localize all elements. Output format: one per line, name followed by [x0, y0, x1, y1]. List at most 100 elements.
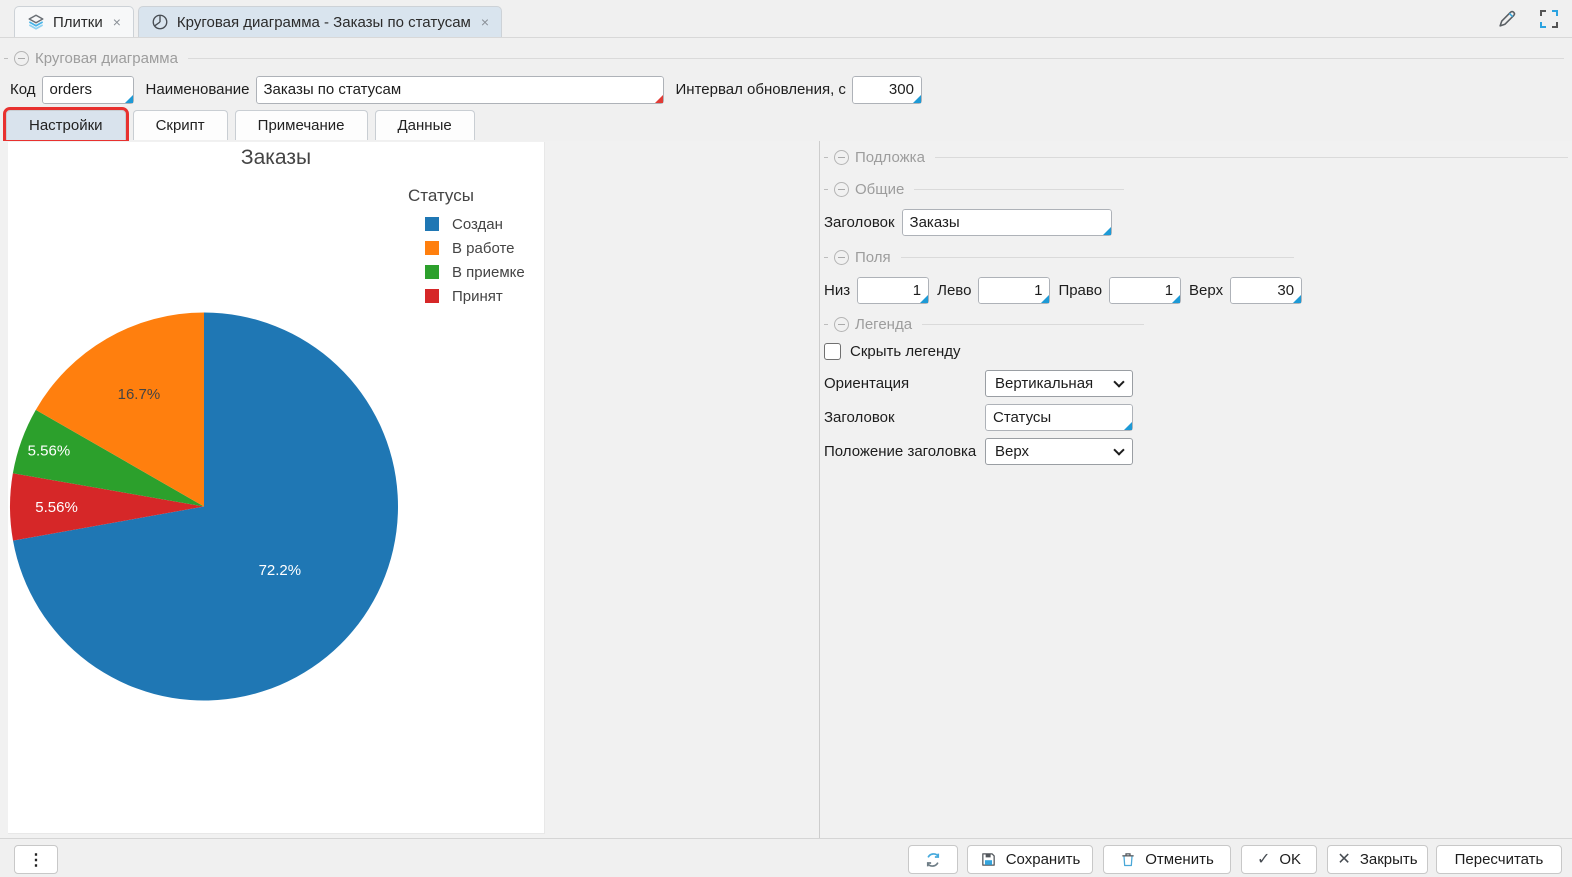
cancel-button[interactable]: Отменить: [1103, 845, 1231, 874]
code-field-wrap: [42, 76, 134, 104]
close-button-label: Закрыть: [1360, 851, 1418, 868]
tab-pie-chart-label: Круговая диаграмма - Заказы по статусам: [177, 14, 471, 31]
collapse-icon[interactable]: [14, 51, 29, 66]
fullscreen-icon[interactable]: [1540, 10, 1558, 28]
modified-marker: [920, 295, 928, 303]
tab-tiles-label: Плитки: [53, 14, 103, 31]
collapse-icon[interactable]: [834, 182, 849, 197]
margin-right-input[interactable]: [1109, 277, 1181, 304]
legend-title-input[interactable]: [985, 404, 1133, 431]
margin-left-label: Лево: [937, 282, 971, 299]
ok-button-label: OK: [1279, 851, 1301, 868]
interval-input[interactable]: [852, 76, 922, 104]
recalculate-button[interactable]: Пересчитать: [1436, 845, 1562, 874]
close-icon[interactable]: ×: [481, 14, 489, 30]
hide-legend-checkbox[interactable]: [824, 343, 841, 360]
settings-tab-strip: Настройки Скрипт Примечание Данные: [6, 110, 475, 140]
orientation-label: Ориентация: [824, 375, 985, 392]
modified-marker: [1172, 295, 1180, 303]
legend-label: В приемке: [452, 264, 525, 281]
pie-chart-svg: 72.2%5.56%5.56%16.7%: [8, 310, 400, 703]
orientation-row: Ориентация Вертикальная: [824, 370, 1133, 397]
section-general: Общие: [824, 181, 1124, 198]
legend-title-row: Заголовок: [824, 404, 1133, 431]
hide-legend-row: Скрыть легенду: [824, 343, 961, 360]
code-label: Код: [10, 81, 36, 98]
legend-swatch: [425, 217, 439, 231]
modified-marker: [655, 95, 663, 103]
close-x-icon: ✕: [1337, 852, 1350, 868]
interval-field-wrap: [852, 76, 922, 104]
chart-preview-canvas: Заказы Статусы Создан В работе В приемке…: [8, 142, 545, 834]
legend-item: В приемке: [408, 260, 525, 284]
kebab-icon: ⋮: [28, 850, 44, 870]
collapse-icon[interactable]: [834, 317, 849, 332]
tab-note-label: Примечание: [258, 117, 345, 134]
legend-swatch: [425, 265, 439, 279]
margin-bottom-wrap: [857, 277, 929, 304]
save-button[interactable]: Сохранить: [967, 845, 1093, 874]
name-input[interactable]: [256, 76, 664, 104]
collapse-icon[interactable]: [834, 150, 849, 165]
tab-data[interactable]: Данные: [375, 110, 475, 140]
modified-marker: [913, 95, 921, 103]
legend-title-position-row: Положение заголовка Верх: [824, 438, 1133, 465]
window-actions: [1496, 8, 1558, 30]
section-backdrop: Подложка: [824, 149, 1568, 166]
legend-item: В работе: [408, 236, 525, 260]
margin-right-wrap: [1109, 277, 1181, 304]
legend-title-field-wrap: [985, 404, 1133, 431]
settings-tab-content: Заказы Статусы Создан В работе В приемке…: [0, 141, 1572, 838]
pie-chart: 72.2%5.56%5.56%16.7%: [8, 310, 400, 703]
margin-left-input[interactable]: [978, 277, 1050, 304]
tab-tiles[interactable]: Плитки ×: [14, 6, 134, 37]
tab-script[interactable]: Скрипт: [133, 110, 228, 140]
general-title-input[interactable]: [902, 209, 1112, 236]
close-icon[interactable]: ×: [113, 14, 121, 30]
refresh-icon: [924, 851, 942, 869]
section-legend-title: Легенда: [855, 316, 912, 333]
modified-marker: [1293, 295, 1301, 303]
section-margins-title: Поля: [855, 249, 891, 266]
name-field-wrap: [256, 76, 664, 104]
chevron-down-icon: [1113, 376, 1124, 387]
tab-script-label: Скрипт: [156, 117, 205, 134]
orientation-select[interactable]: Вертикальная: [985, 370, 1133, 397]
legend-title-position-label: Положение заголовка: [824, 443, 985, 460]
legend-title: Статусы: [408, 186, 525, 206]
settings-panel: Подложка Общие Заголовок Поля Низ: [820, 141, 1572, 838]
save-button-label: Сохранить: [1006, 851, 1081, 868]
margins-row: Низ Лево Право Верх: [824, 277, 1302, 304]
tab-note[interactable]: Примечание: [235, 110, 368, 140]
modified-marker: [1124, 422, 1132, 430]
collapse-icon[interactable]: [834, 250, 849, 265]
recalculate-button-label: Пересчитать: [1455, 851, 1544, 868]
margin-top-label: Верх: [1189, 282, 1223, 299]
legend-label: Создан: [452, 216, 503, 233]
more-actions-button[interactable]: ⋮: [14, 845, 58, 874]
pie-slice-label: 72.2%: [259, 562, 302, 579]
legend-item: Создан: [408, 212, 525, 236]
name-label: Наименование: [146, 81, 250, 98]
pie-slice-label: 5.56%: [28, 442, 71, 459]
refresh-button[interactable]: [908, 845, 958, 874]
check-icon: ✓: [1257, 852, 1270, 868]
margin-bottom-input[interactable]: [857, 277, 929, 304]
tab-pie-chart-orders[interactable]: Круговая диаграмма - Заказы по статусам …: [138, 6, 502, 37]
chart-properties-form: Код Наименование Интервал обновления, с: [10, 75, 922, 104]
legend-title-position-value: Верх: [995, 443, 1029, 460]
orientation-value: Вертикальная: [995, 375, 1093, 392]
code-input[interactable]: [42, 76, 134, 104]
margin-top-input[interactable]: [1230, 277, 1302, 304]
tab-settings[interactable]: Настройки: [6, 110, 126, 140]
tab-settings-label: Настройки: [29, 117, 103, 134]
pie-slice-label: 16.7%: [118, 386, 161, 403]
ok-button[interactable]: ✓ OK: [1241, 845, 1317, 874]
margin-right-label: Право: [1058, 282, 1102, 299]
save-icon: [980, 851, 997, 868]
close-button[interactable]: ✕ Закрыть: [1327, 845, 1428, 874]
legend-title-position-select[interactable]: Верх: [985, 438, 1133, 465]
interval-label: Интервал обновления, с: [676, 81, 846, 98]
pencil-icon[interactable]: [1496, 8, 1518, 30]
legend-swatch: [425, 289, 439, 303]
